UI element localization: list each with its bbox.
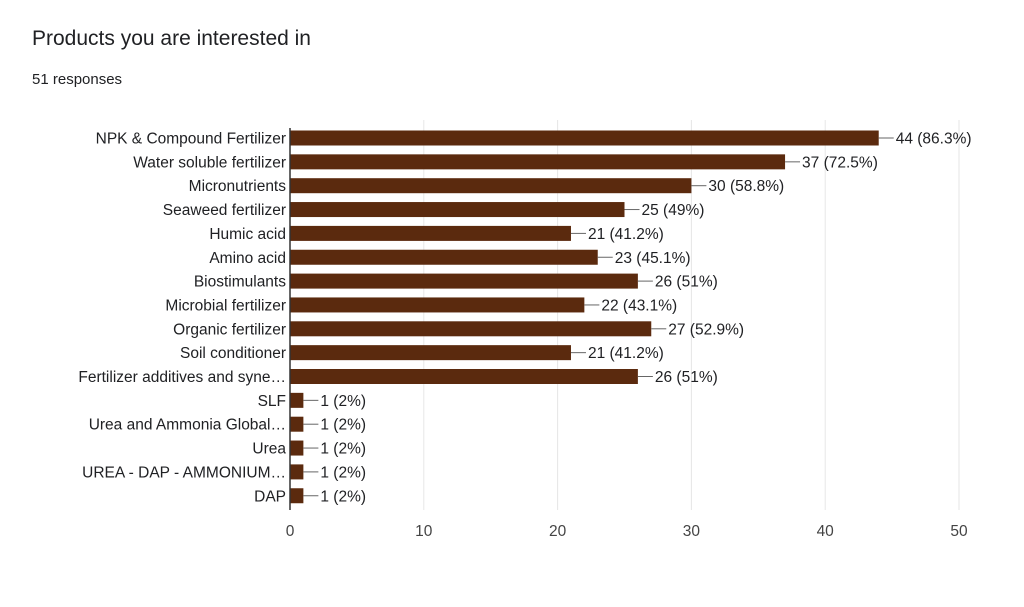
bar <box>290 369 638 384</box>
value-label: 37 (72.5%) <box>802 154 878 171</box>
bar <box>290 416 304 432</box>
bar <box>290 345 571 361</box>
category-label: Soil conditioner <box>180 345 286 362</box>
value-label: 44 (86.3%) <box>896 131 972 148</box>
chart-title: Products you are interested in <box>32 27 311 50</box>
value-label: 1 (2%) <box>320 488 366 505</box>
value-label: 23 (45.1%) <box>615 250 691 267</box>
category-label: Humic acid <box>209 226 286 243</box>
bar <box>290 225 571 241</box>
x-tick-label: 30 <box>683 523 701 540</box>
bar <box>290 392 304 408</box>
category-label: Urea and Ammonia Global… <box>89 417 286 434</box>
value-label: 1 (2%) <box>320 393 366 410</box>
bar <box>290 202 625 218</box>
category-label: Biostimulants <box>194 274 286 291</box>
x-tick-label: 10 <box>415 523 433 540</box>
value-label: 30 (58.8%) <box>708 178 784 195</box>
bar <box>290 130 879 146</box>
bar <box>290 154 786 170</box>
category-label: UREA - DAP - AMMONIUM… <box>82 464 286 481</box>
bar <box>290 273 638 289</box>
category-label: Organic fertilizer <box>173 321 286 338</box>
bar <box>290 440 304 456</box>
category-label: Seaweed fertilizer <box>163 202 286 219</box>
value-label: 21 (41.2%) <box>588 345 664 362</box>
bar <box>290 178 692 194</box>
bar <box>290 297 585 313</box>
value-label: 25 (49%) <box>642 202 705 219</box>
bar <box>290 464 304 480</box>
category-label: SLF <box>258 393 286 410</box>
value-label: 1 (2%) <box>320 464 366 481</box>
category-label: Water soluble fertilizer <box>133 154 286 171</box>
bar <box>290 321 652 337</box>
x-tick-label: 20 <box>549 523 567 540</box>
category-label: DAP <box>254 488 286 505</box>
value-label: 22 (43.1%) <box>601 297 677 314</box>
category-label: Fertilizer additives and syne… <box>78 369 286 386</box>
category-label: NPK & Compound Fertilizer <box>96 131 286 148</box>
value-label: 27 (52.9%) <box>668 321 744 338</box>
category-label: Urea <box>252 441 286 458</box>
value-label: 26 (51%) <box>655 369 718 386</box>
value-label: 21 (41.2%) <box>588 226 664 243</box>
x-tick-label: 50 <box>950 523 968 540</box>
bar <box>290 249 598 265</box>
value-label: 26 (51%) <box>655 274 718 291</box>
x-tick-label: 40 <box>817 523 835 540</box>
category-label: Microbial fertilizer <box>165 297 286 314</box>
response-count: 51 responses <box>32 71 123 88</box>
category-label: Amino acid <box>209 250 286 267</box>
x-tick-label: 0 <box>286 523 295 540</box>
bar <box>290 488 304 504</box>
category-label: Micronutrients <box>189 178 287 195</box>
value-label: 1 (2%) <box>320 441 366 458</box>
value-label: 1 (2%) <box>320 417 366 434</box>
